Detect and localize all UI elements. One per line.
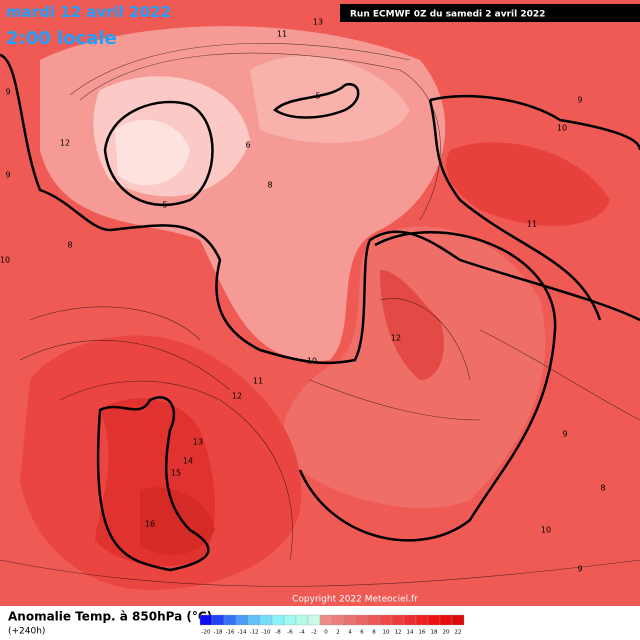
contour-label: 12 (232, 392, 242, 401)
colorbar-label: 14 (407, 630, 414, 636)
anomaly-zone (115, 119, 190, 186)
colorbar-cell (379, 614, 393, 626)
colorbar-cell (451, 614, 465, 626)
colorbar-cell (331, 614, 345, 626)
colorbar-label: -16 (226, 630, 235, 636)
colorbar-label: 4 (348, 630, 352, 636)
colorbar-label: -14 (238, 630, 247, 636)
contour-label: 12 (391, 334, 401, 343)
contour-label: 9 (562, 430, 567, 439)
contour-label: 9 (5, 171, 10, 180)
colorbar-cell (271, 614, 285, 626)
contour-label: 12 (60, 139, 70, 148)
thin-contours (0, 43, 640, 587)
contour-label: 9 (577, 565, 582, 574)
contour-label: 9 (5, 88, 10, 97)
contour-label: 9 (577, 96, 582, 105)
contour-label: 15 (171, 469, 181, 478)
anomaly-zone (140, 487, 215, 555)
colorbar-label: 12 (395, 630, 402, 636)
forecast-date: mardi 12 avril 2022 (6, 3, 171, 21)
colorbar-cell (199, 614, 213, 626)
colorbar-label: 2 (336, 630, 340, 636)
colorbar-label: -10 (262, 630, 271, 636)
colorbar-cell (391, 614, 405, 626)
colorbar-cell (319, 614, 333, 626)
colorbar-label: 8 (372, 630, 376, 636)
contour-label: 5 (315, 92, 320, 101)
legend-title: Anomalie Temp. à 850hPa (°C) (8, 610, 212, 624)
colorbar-label: 20 (443, 630, 450, 636)
contour-label: 5 (162, 201, 167, 210)
colorbar: -20 -18 -16 -14 -12 -10 -8 -6 -4 -2 0 2 4 6 8 10 12 14 16 1… (199, 614, 465, 636)
colorbar-cell (247, 614, 261, 626)
colorbar-label: -20 (202, 630, 211, 636)
colorbar-cell (427, 614, 441, 626)
colorbar-label: -12 (250, 630, 259, 636)
contour-label: 8 (267, 181, 272, 190)
contour-label: 10 (541, 526, 551, 535)
contour-label: 11 (527, 220, 537, 229)
colorbar-cell (283, 614, 297, 626)
colorbar-label: -6 (287, 630, 293, 636)
contour-label: 10 (307, 357, 317, 366)
bold-contours (0, 53, 640, 572)
contour-label: 14 (183, 457, 193, 466)
colorbar-cell (355, 614, 369, 626)
contour-label: 8 (67, 241, 72, 250)
colorbar-label: 10 (383, 630, 390, 636)
colorbar-cell (259, 614, 273, 626)
colorbar-cell (235, 614, 249, 626)
colorbar-cell (439, 614, 453, 626)
contour-label: 8 (600, 484, 605, 493)
colorbar-cell (415, 614, 429, 626)
colorbar-label: 0 (324, 630, 328, 636)
contour-label: 16 (145, 520, 155, 529)
lead-time: (+240h) (8, 627, 45, 637)
colorbar-label: 6 (360, 630, 364, 636)
copyright: Copyright 2022 Meteociel.fr (292, 595, 418, 605)
colorbar-cell (343, 614, 357, 626)
run-info: Run ECMWF 0Z du samedi 2 avril 2022 (350, 10, 545, 20)
run-banner (340, 4, 640, 22)
forecast-time: 2:00 locale (6, 28, 117, 49)
colorbar-cell (211, 614, 225, 626)
colorbar-label: -4 (299, 630, 305, 636)
colorbar-label: 16 (419, 630, 426, 636)
anomaly-zone (250, 55, 410, 144)
colorbar-label: -8 (275, 630, 281, 636)
colorbar-cell (295, 614, 309, 626)
contour-label: 11 (277, 30, 287, 39)
contour-label: 13 (193, 438, 203, 447)
colorbar-cell (223, 614, 237, 626)
anomaly-zone (446, 142, 610, 227)
colorbar-label: 18 (431, 630, 438, 636)
colorbar-cell (367, 614, 381, 626)
colorbar-label: -2 (311, 630, 316, 636)
colorbar-cell (307, 614, 321, 626)
contour-label: 13 (313, 18, 323, 27)
contour-label: 11 (253, 377, 263, 386)
anomaly-zone (380, 270, 444, 380)
contour-label: 10 (0, 256, 10, 265)
contour-label: 10 (557, 124, 567, 133)
colorbar-label: -18 (214, 630, 223, 636)
colorbar-label: 22 (455, 630, 462, 636)
colorbar-cell (403, 614, 417, 626)
contour-label: 6 (245, 141, 250, 150)
